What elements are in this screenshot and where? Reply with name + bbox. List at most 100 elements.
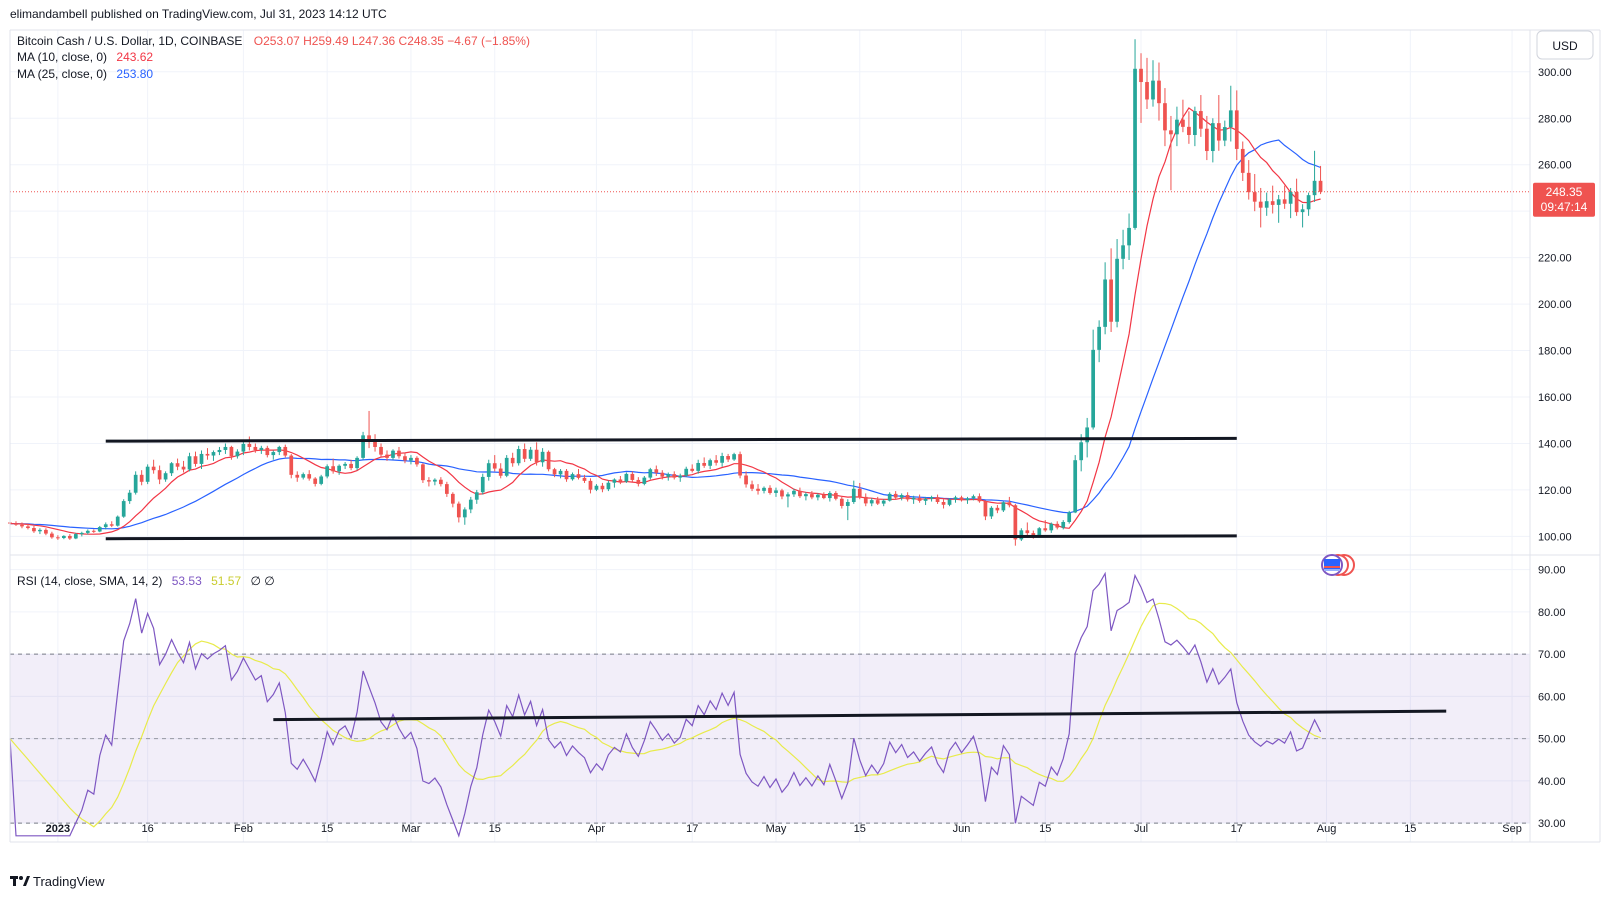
candle	[181, 460, 186, 473]
legend-ma10: MA (10, close, 0) 243.62	[17, 50, 153, 64]
candle	[911, 495, 916, 504]
candle	[486, 459, 491, 481]
candle	[1252, 174, 1257, 212]
tradingview-logo: TradingView	[10, 874, 105, 889]
candle	[504, 455, 509, 478]
candle	[115, 515, 120, 527]
candle	[546, 450, 551, 472]
economic-events-icon[interactable]	[1321, 554, 1355, 576]
candle	[564, 469, 569, 482]
candle	[1121, 229, 1125, 270]
currency-button[interactable]: USD	[1536, 30, 1594, 60]
candle	[361, 431, 365, 460]
rsi-levels	[10, 653, 1530, 824]
candle	[73, 532, 78, 540]
candle	[14, 521, 18, 526]
candle	[881, 499, 886, 507]
y-tick-label: 100.00	[1538, 531, 1572, 543]
channel-top-line[interactable]	[105, 436, 1237, 443]
candle	[307, 470, 312, 481]
candle	[32, 525, 36, 533]
rsi-tick-label: 40.00	[1538, 776, 1566, 788]
drawings	[105, 436, 1447, 722]
candle	[271, 450, 276, 460]
candle	[929, 495, 934, 502]
candle	[648, 467, 653, 480]
y-tick-label: 220.00	[1538, 253, 1572, 265]
ma25-line	[9, 139, 1321, 530]
candle	[1001, 501, 1006, 512]
channel-bottom-line[interactable]	[105, 534, 1237, 541]
candle	[839, 496, 844, 509]
legend-symbol: Bitcoin Cash / U.S. Dollar, 1D, COINBASE…	[17, 34, 530, 48]
candle	[295, 471, 300, 482]
candle	[816, 493, 820, 501]
candle	[576, 469, 581, 480]
candle	[1073, 455, 1078, 514]
rsi-trend-line[interactable]	[273, 709, 1447, 722]
x-tick-label: Jun	[953, 823, 971, 835]
candle	[433, 478, 437, 486]
ma10-line	[9, 107, 1321, 535]
price-axis[interactable]: 100.00 120.00 140.00 160.00 180.00 200.00 220.…	[1538, 67, 1572, 544]
candle	[229, 445, 234, 460]
candle	[1199, 95, 1203, 137]
candle	[235, 449, 240, 459]
candle	[1282, 185, 1287, 209]
candle	[103, 522, 108, 530]
candle	[732, 452, 736, 461]
candle	[833, 491, 838, 501]
candle	[989, 506, 994, 519]
candle	[79, 531, 84, 537]
time-axis[interactable]: 2023 16 Feb 15 Mar 15 Apr 17 May 15 Jun 15 Jul 17 Aug 1…	[46, 823, 1522, 835]
x-tick-label: 17	[1231, 823, 1243, 835]
candle	[947, 498, 952, 507]
candle	[1258, 187, 1263, 228]
candle	[331, 458, 336, 474]
x-tick-label: 15	[489, 823, 501, 835]
candle	[50, 531, 54, 539]
y-tick-label: 160.00	[1538, 392, 1572, 404]
y-tick-label: 300.00	[1538, 67, 1572, 79]
candle	[1306, 192, 1311, 216]
candle	[319, 474, 324, 486]
rsi-axis[interactable]: 30.00 40.00 50.00 60.00 70.00 80.00 90.00	[1538, 565, 1566, 830]
candle	[247, 436, 252, 451]
candle	[552, 467, 557, 478]
candle	[289, 453, 294, 479]
candle	[959, 495, 964, 502]
y-tick-label: 280.00	[1538, 113, 1572, 125]
candle	[403, 452, 407, 464]
legend-rsi-extra: ∅ ∅	[250, 574, 274, 588]
candle	[337, 464, 341, 475]
candle	[1175, 106, 1179, 147]
candle	[480, 473, 485, 495]
last-price-value: 248.35	[1546, 185, 1583, 199]
candle	[1222, 120, 1227, 147]
candle	[373, 434, 377, 452]
legend-rsi-label: RSI (14, close, SMA, 14, 2)	[17, 574, 162, 588]
candle	[379, 443, 383, 458]
candle	[157, 465, 162, 485]
candle	[720, 452, 724, 467]
legend-ma25-label: MA (25, close, 0)	[17, 67, 107, 81]
legend-ohlc: O253.07 H259.49 L247.36 C248.35 −4.67 (−…	[254, 34, 530, 48]
candle	[1151, 60, 1155, 107]
candle	[67, 534, 72, 540]
candle	[744, 471, 748, 488]
candle	[696, 459, 701, 474]
candle	[343, 462, 347, 470]
candle	[923, 496, 928, 506]
x-tick-label: Aug	[1317, 823, 1337, 835]
candle	[738, 451, 742, 479]
candle	[313, 477, 318, 487]
candle	[1007, 496, 1012, 508]
candle	[534, 442, 539, 466]
candle	[217, 446, 222, 456]
candle	[1133, 39, 1137, 230]
candle	[768, 485, 772, 495]
currency-label[interactable]: USD	[1552, 39, 1578, 53]
legend-ma10-value: 243.62	[116, 50, 153, 64]
candle	[1288, 187, 1293, 219]
candle	[283, 444, 288, 458]
